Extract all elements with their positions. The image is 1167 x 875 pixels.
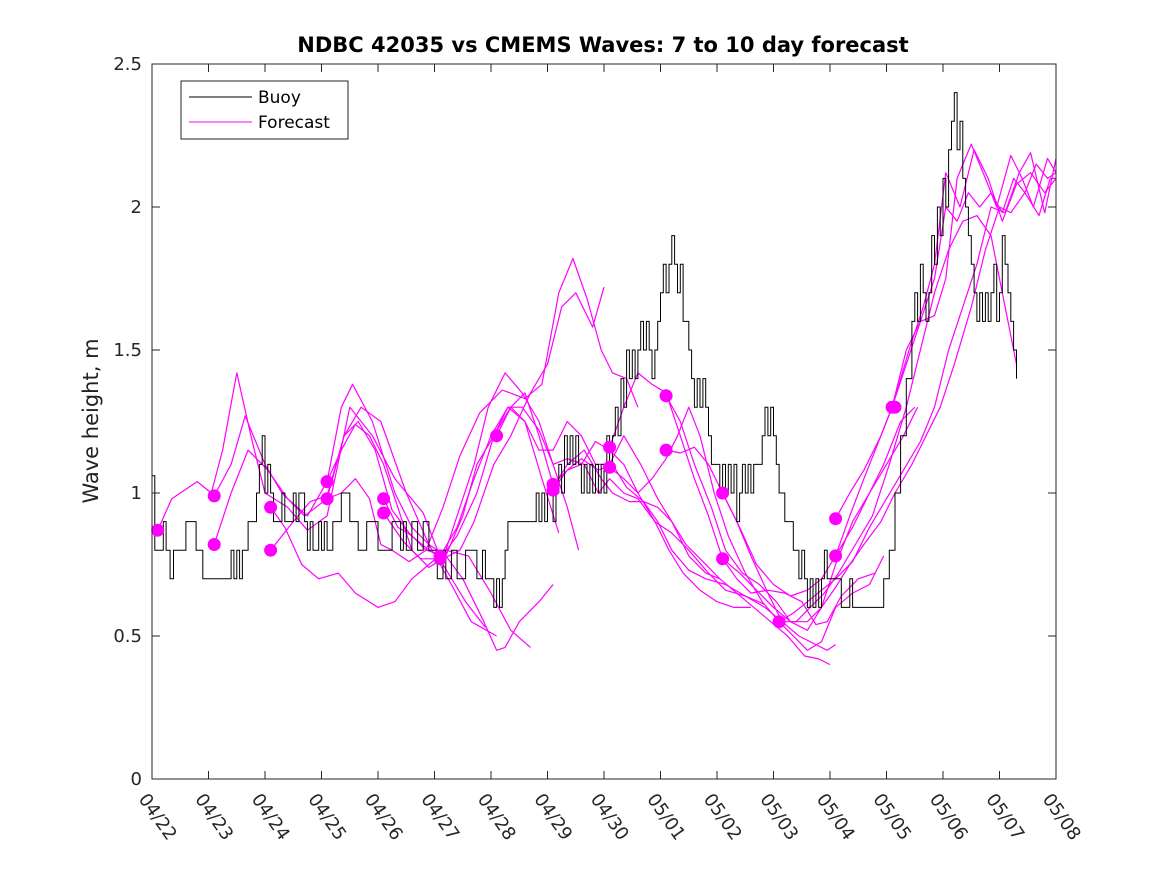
forecast-line-2	[213, 383, 554, 651]
y-tick-label-0: 0	[131, 769, 142, 790]
forecast-line-13	[609, 372, 876, 626]
forecast-marker-7	[377, 492, 391, 506]
forecast-marker-2	[207, 538, 221, 551]
y-tick-label-2: 1	[131, 483, 142, 504]
legend-label-forecast: Forecast	[258, 113, 330, 133]
legend-label-buoy: Buoy	[258, 88, 301, 108]
forecast-line-5	[326, 372, 580, 569]
forecast-marker-20	[772, 615, 786, 629]
forecast-marker-8	[377, 506, 391, 520]
forecast-marker-5	[320, 475, 334, 489]
chart-title: NDBC 42035 vs CMEMS Waves: 7 to 10 day f…	[297, 33, 908, 57]
forecast-marker-24	[888, 400, 902, 414]
forecast-marker-13	[546, 483, 560, 497]
forecast-line-6	[326, 257, 639, 563]
y-axis-label: Wave height, m	[79, 338, 103, 503]
forecast-marker-17	[659, 443, 673, 457]
plot-area	[151, 92, 1056, 666]
forecast-marker-3	[264, 500, 278, 514]
forecast-line-8	[383, 406, 721, 580]
forecast-marker-11	[490, 429, 504, 443]
forecast-marker-0	[151, 523, 165, 537]
forecast-marker-21	[829, 512, 843, 526]
forecast-marker-4	[264, 543, 278, 557]
buoy-series-group	[152, 92, 1017, 608]
forecast-line-10	[496, 392, 766, 606]
forecast-marker-10	[433, 552, 447, 566]
forecast-line-3	[270, 506, 531, 648]
forecast-marker-6	[320, 492, 334, 506]
y-tick-label-3: 1.5	[113, 340, 142, 361]
forecast-line-19	[778, 152, 1056, 623]
forecast-marker-1	[207, 489, 221, 503]
forecast-line-17	[722, 215, 1018, 623]
forecast-line-14	[609, 406, 885, 651]
legend: Buoy Forecast	[180, 80, 349, 140]
forecast-marker-22	[829, 549, 843, 563]
buoy-line	[152, 92, 1017, 608]
forecast-marker-16	[659, 389, 673, 403]
forecast-line-21	[835, 149, 1056, 557]
forecast-line-16	[665, 406, 919, 597]
forecast-marker-19	[716, 552, 730, 566]
legend-box	[180, 80, 349, 140]
forecast-line-22	[891, 163, 1056, 408]
forecast-marker-18	[716, 486, 730, 500]
forecast-markers-group	[151, 389, 902, 629]
forecast-marker-15	[603, 460, 617, 474]
y-tick-label-5: 2.5	[113, 54, 142, 75]
y-tick-label-4: 2	[131, 197, 142, 218]
forecast-line-18	[722, 177, 1056, 623]
y-tick-label-1: 0.5	[113, 626, 142, 647]
forecast-marker-14	[603, 440, 617, 454]
